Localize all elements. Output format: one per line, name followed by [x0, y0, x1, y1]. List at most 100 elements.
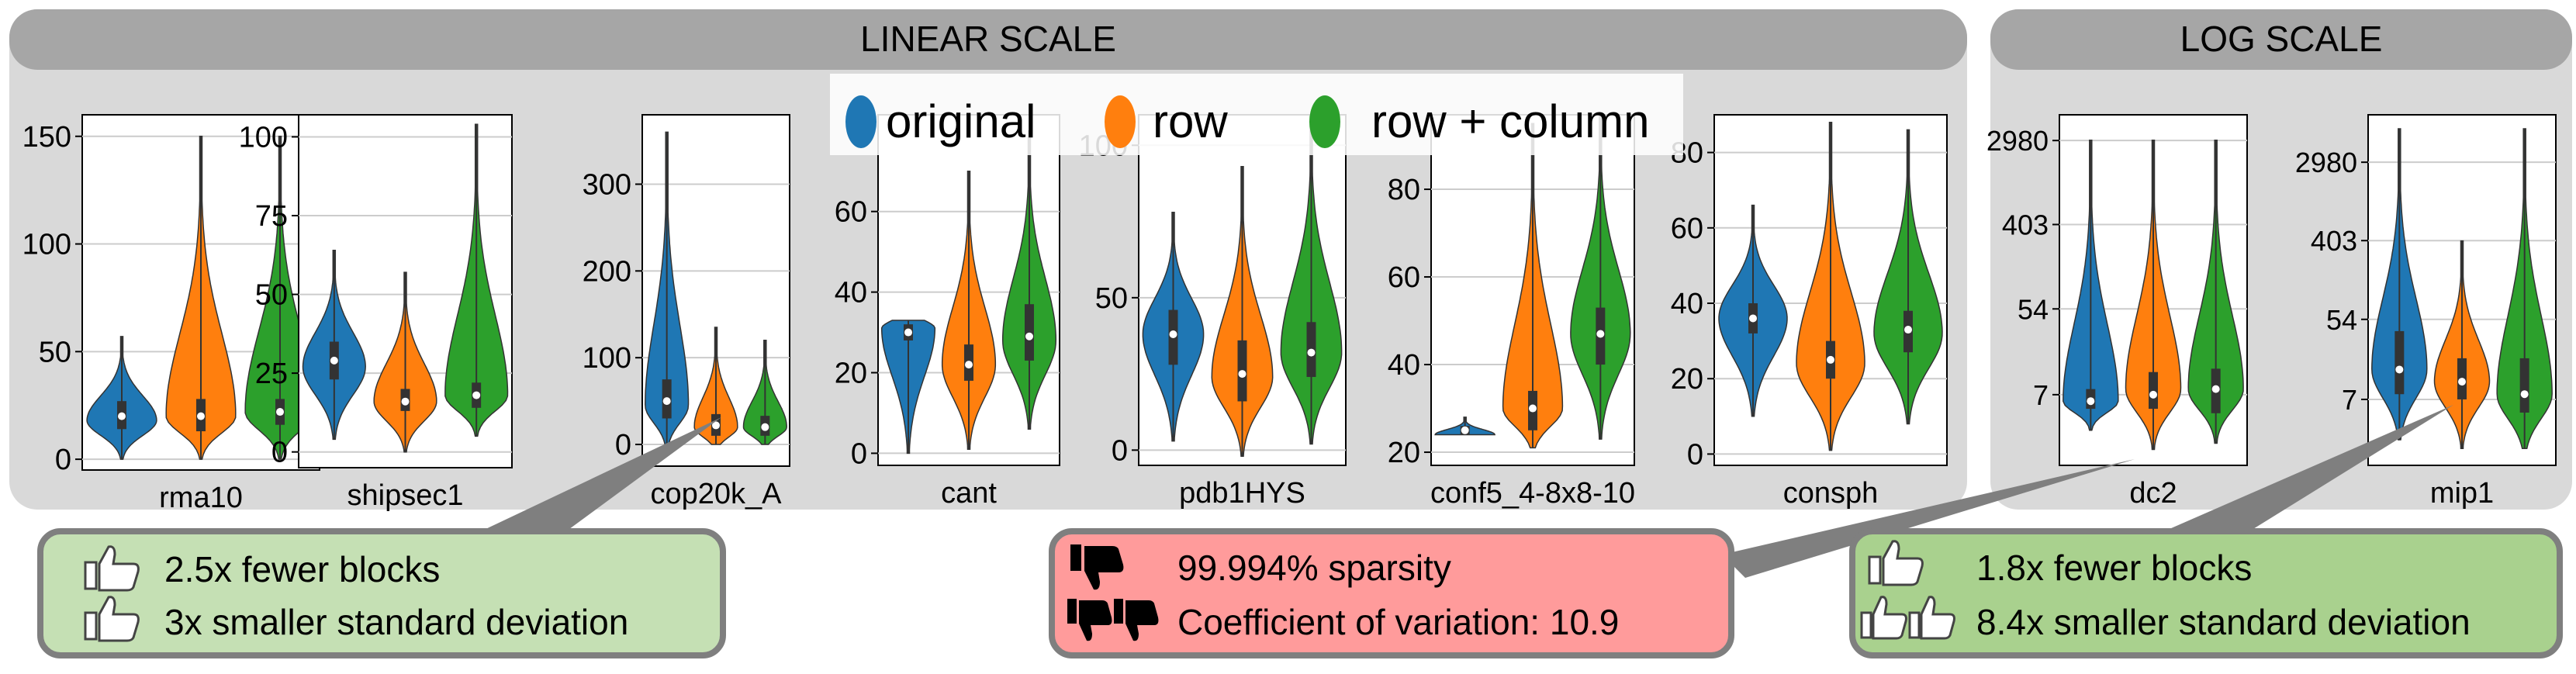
y-tick-label: 25 [255, 358, 288, 390]
y-tick-label: 60 [1671, 213, 1703, 245]
thumbs-up-icon [84, 596, 140, 642]
thumbs-up-icon [1860, 596, 1907, 640]
legend-marker-row-column [1309, 95, 1340, 148]
legend-label-original: original [886, 95, 1036, 147]
median-marker-row-column [1904, 326, 1912, 334]
median-marker-original [904, 328, 912, 337]
legend-label-row-column: row + column [1371, 95, 1649, 147]
y-tick-label: 150 [22, 121, 71, 154]
callout-line: 1.8x fewer blocks [1976, 548, 2252, 588]
y-tick-label: 60 [1388, 261, 1420, 294]
median-marker-row [2149, 390, 2157, 399]
linear-panel-title: LINEAR SCALE [860, 19, 1116, 59]
x-axis-label: rma10 [159, 482, 243, 514]
x-axis-label: shipsec1 [348, 479, 464, 512]
legend: original row row + column [830, 74, 1683, 155]
x-axis-label: conf5_4-8x8-10 [1430, 477, 1635, 510]
x-axis-label: pdb1HYS [1179, 477, 1305, 510]
y-tick-label: 20 [1388, 437, 1420, 469]
median-marker-row-column [2520, 390, 2529, 399]
y-tick-label: 2980 [1986, 125, 2049, 157]
y-tick-label: 54 [2326, 304, 2357, 336]
violin-subplot-conf5-4-8x8-10: 20 40 60 80 conf5_4-8x8-10 [1388, 114, 1635, 510]
median-marker-original [330, 356, 338, 365]
thumbs-down-icon [1067, 599, 1112, 641]
median-marker-original [2087, 397, 2095, 406]
thumbs-down-icon [1070, 544, 1124, 590]
x-axis-label: cop20k_A [650, 478, 782, 510]
median-marker-row-column [276, 408, 284, 416]
callout-box [1049, 528, 1734, 658]
callout-line: Coefficient of variation: 10.9 [1177, 602, 1619, 642]
callout-line: 3x smaller standard deviation [164, 602, 628, 642]
violin-subplot-shipsec1: 0 25 50 75 100 shipsec1 [239, 114, 513, 512]
violin-subplot-pdb1hys: 050100pdb1HYS [1079, 114, 1347, 510]
y-tick-label: 60 [835, 196, 867, 229]
y-tick-label: 54 [2018, 293, 2049, 325]
violin-subplot-rma10: 0 50 100 150 rma10 [22, 114, 320, 514]
y-tick-label: 0 [55, 444, 71, 476]
y-tick-label: 0 [271, 437, 288, 469]
violin-subplot-cant: 0 20 40 60 cant [835, 114, 1060, 510]
y-tick-label: 75 [255, 200, 288, 233]
y-tick-label: 100 [22, 229, 71, 261]
y-tick-label: 403 [2311, 225, 2357, 257]
x-axis-label: consph [1783, 477, 1879, 510]
y-tick-label: 300 [583, 168, 631, 201]
thumbs-down-icon [1114, 599, 1159, 641]
thumbs-up-icon [84, 545, 140, 592]
legend-background [830, 74, 1683, 155]
callout-good-cop20k: 2.5x fewer blocks 3x smaller standard de… [37, 528, 726, 658]
median-marker-row [712, 421, 720, 430]
violin-plots: 050100150rma100255075100shipsec101002003… [22, 114, 2557, 514]
iqr-box-row [2149, 372, 2158, 410]
callout-line: 2.5x fewer blocks [164, 549, 440, 589]
median-marker-original [2395, 365, 2404, 374]
callout-good-mip1: 1.8x fewer blocks 8.4x smaller standard … [1849, 528, 2563, 658]
y-tick-label: 20 [1671, 363, 1703, 396]
callout-box [1849, 528, 2563, 658]
thumbs-up-icon [1908, 596, 1955, 640]
median-marker-row [401, 397, 410, 406]
callout-pointer-mip1 [2164, 405, 2453, 531]
y-tick-label: 50 [1095, 282, 1128, 315]
iqr-box-original [2394, 330, 2405, 395]
median-marker-original [118, 412, 126, 420]
median-marker-row-column [1307, 348, 1316, 357]
violin-subplot-cop20k-a: 0 100 200 300 cop20k_A [583, 114, 790, 510]
median-marker-original [1461, 426, 1469, 434]
median-marker-row [1238, 370, 1247, 378]
median-marker-row-column [472, 391, 481, 399]
callout-line: 99.994% sparsity [1177, 548, 1451, 588]
thumbs-up-icon [1868, 540, 1924, 586]
y-tick-label: 7 [2342, 384, 2357, 416]
callout-bad-dc2: 99.994% sparsity Coefficient of variatio… [1049, 528, 1734, 658]
median-marker-original [1169, 330, 1177, 338]
legend-marker-row [1105, 95, 1136, 148]
callout-pointer-dc2 [1722, 459, 2135, 578]
legend-marker-original [845, 95, 877, 148]
violin-subplot-mip1: 7 54 403 2980 mip1 [2295, 114, 2557, 510]
y-tick-label: 0 [615, 429, 631, 461]
median-marker-row [197, 412, 205, 420]
y-tick-label: 7 [2033, 379, 2049, 411]
linear-panel-header [9, 9, 1967, 70]
median-marker-row [1529, 404, 1537, 413]
y-tick-label: 0 [1687, 438, 1703, 471]
median-marker-row-column [761, 423, 769, 431]
y-tick-label: 0 [851, 437, 867, 470]
x-axis-label: dc2 [2129, 477, 2177, 510]
median-marker-row-column [2211, 385, 2220, 393]
median-marker-row-column [1596, 330, 1605, 338]
median-marker-original [662, 397, 671, 406]
x-axis-label: mip1 [2430, 477, 2494, 510]
y-tick-label: 0 [1112, 434, 1128, 467]
y-tick-label: 40 [835, 277, 867, 309]
median-marker-row-column [1025, 332, 1033, 340]
y-tick-label: 80 [1388, 174, 1420, 206]
x-axis-label: cant [941, 477, 997, 510]
y-tick-label: 200 [583, 255, 631, 288]
y-tick-label: 2980 [2295, 147, 2357, 178]
